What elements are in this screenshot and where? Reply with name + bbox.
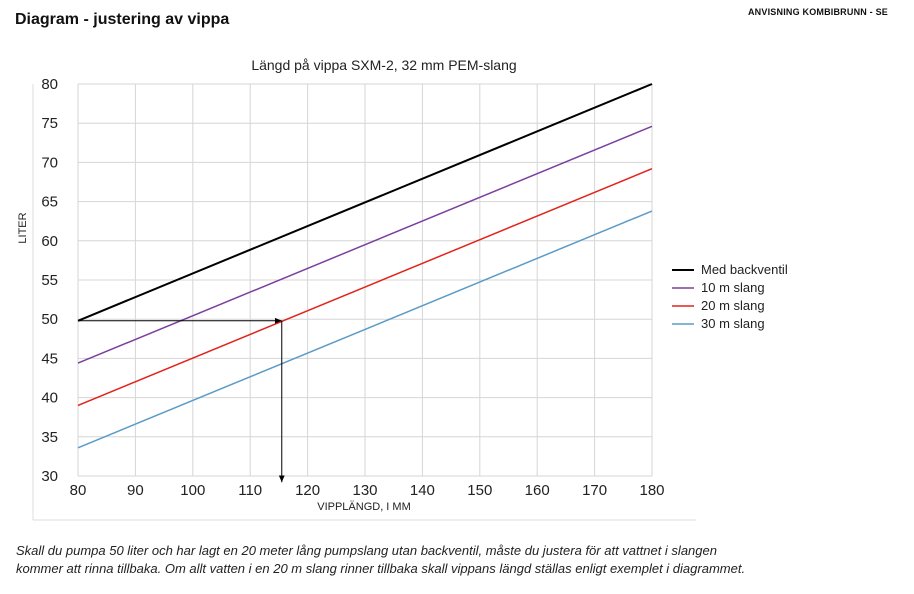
x-tick-label-180: 180: [639, 482, 664, 499]
y-tick-label-45: 45: [41, 350, 58, 367]
y-tick-label-50: 50: [41, 311, 58, 328]
chart-ticks: 80 90 100 110 120 130 140 150 160 170 180 30 35 40 45 5…: [41, 76, 664, 499]
y-axis-label: LITER: [17, 212, 29, 243]
caption-line-2: kommer att rinna tillbaka. Om allt vatte…: [16, 561, 746, 576]
chart-title: Längd på vippa SXM-2, 32 mm PEM-slang: [251, 57, 516, 73]
legend-label-4: 30 m slang: [701, 316, 765, 331]
series-line-2: [77, 125, 653, 364]
x-tick-label-130: 130: [352, 482, 377, 499]
chart-annotation: [78, 317, 285, 483]
caption: Skall du pumpa 50 liter och har lagt en …: [16, 542, 896, 578]
chart-grid: [77, 83, 653, 477]
y-tick-label-40: 40: [41, 390, 58, 407]
series-line-1: [77, 83, 653, 322]
y-tick-label-55: 55: [41, 272, 58, 289]
y-tick-label-30: 30: [41, 468, 58, 485]
y-tick-label-35: 35: [41, 429, 58, 446]
x-tick-label-170: 170: [582, 482, 607, 499]
legend-label-3: 20 m slang: [701, 298, 765, 313]
x-tick-label-120: 120: [295, 482, 320, 499]
legend-label-2: 10 m slang: [701, 280, 765, 295]
y-tick-label-75: 75: [41, 115, 58, 132]
x-tick-label-100: 100: [180, 482, 205, 499]
series-line-4: [77, 210, 653, 449]
x-tick-label-150: 150: [467, 482, 492, 499]
y-tick-label-65: 65: [41, 194, 58, 211]
x-tick-label-80: 80: [70, 482, 87, 499]
page-heading: Diagram - justering av vippa: [15, 11, 230, 28]
document-label: ANVISNING KOMBIBRUNN - SE: [747, 7, 888, 17]
series-line-3: [77, 167, 653, 407]
chart-legend: Med backventil 10 m slang 20 m slang 30 m s…: [672, 262, 788, 331]
y-tick-label-60: 60: [41, 233, 58, 250]
x-tick-label-90: 90: [127, 482, 144, 499]
x-tick-label-140: 140: [410, 482, 435, 499]
x-tick-label-110: 110: [238, 482, 262, 499]
x-tick-label-160: 160: [525, 482, 550, 499]
caption-line-1: Skall du pumpa 50 liter och har lagt en …: [16, 543, 717, 558]
y-tick-label-70: 70: [41, 154, 58, 171]
legend-label-1: Med backventil: [701, 262, 788, 277]
x-axis-label: VIPPLÄNGD, I MM: [317, 501, 411, 513]
y-tick-label-80: 80: [41, 76, 58, 93]
chart-series: [77, 83, 653, 449]
